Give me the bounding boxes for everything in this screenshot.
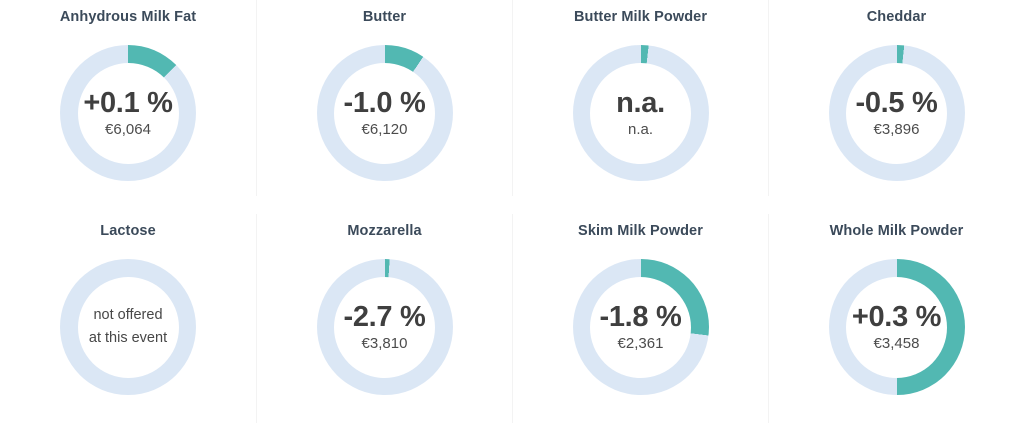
not-offered-note: not offered at this event — [89, 304, 167, 350]
donut-hole: not offered at this event — [77, 276, 179, 378]
card-title: Cheddar — [866, 9, 927, 25]
card-title: Lactose — [100, 223, 156, 239]
card-title: Butter — [362, 9, 407, 25]
price-value: €3,810 — [361, 335, 408, 353]
donut-hole: +0.3 % €3,458 — [846, 276, 947, 378]
donut-hole: -2.7 % €3,810 — [334, 276, 435, 378]
kpi-card-butter: Butter -1.0 % €6,120 — [256, 0, 512, 196]
change-value: -0.5 % — [855, 86, 938, 119]
donut-gauge: +0.1 % €6,064 — [60, 45, 196, 181]
kpi-card-anhydrous-milk-fat: Anhydrous Milk Fat +0.1 % €6,064 — [0, 0, 256, 196]
change-value: +0.3 % — [851, 300, 942, 333]
card-title: Butter Milk Powder — [573, 9, 708, 25]
card-title: Anhydrous Milk Fat — [59, 9, 197, 25]
kpi-card-whole-milk-powder: Whole Milk Powder +0.3 % €3,458 — [768, 214, 1024, 423]
price-value: €6,064 — [105, 121, 151, 139]
donut-gauge: n.a. n.a. — [572, 45, 709, 181]
donut-gauge: -0.5 % €3,896 — [828, 45, 965, 181]
donut-gauge: not offered at this event — [60, 259, 196, 395]
donut-hole: -0.5 % €3,896 — [846, 62, 947, 164]
price-value: n.a. — [627, 121, 654, 139]
donut-hole: -1.8 % €2,361 — [590, 276, 691, 378]
kpi-card-mozzarella: Mozzarella -2.7 % €3,810 — [256, 214, 512, 423]
note-line: not offered — [93, 306, 163, 323]
donut-hole: n.a. n.a. — [590, 62, 691, 164]
change-value: -1.8 % — [599, 300, 682, 333]
donut-gauge: -1.8 % €2,361 — [572, 259, 709, 395]
donut-gauge: +0.3 % €3,458 — [828, 259, 965, 395]
change-value: n.a. — [616, 86, 665, 119]
donut-hole: -1.0 % €6,120 — [334, 62, 435, 164]
card-title: Whole Milk Powder — [829, 223, 964, 239]
price-value: €6,120 — [361, 121, 408, 139]
card-title: Skim Milk Powder — [578, 223, 703, 239]
donut-gauge: -1.0 % €6,120 — [316, 45, 453, 181]
kpi-card-skim-milk-powder: Skim Milk Powder -1.8 % €2,361 — [512, 214, 768, 423]
kpi-card-butter-milk-powder: Butter Milk Powder n.a. n.a. — [512, 0, 768, 196]
donut-hole: +0.1 % €6,064 — [77, 62, 179, 164]
price-value: €3,458 — [873, 335, 920, 353]
change-value: -2.7 % — [343, 300, 426, 333]
donut-gauge: -2.7 % €3,810 — [316, 259, 453, 395]
change-value: -1.0 % — [343, 86, 426, 119]
card-title: Mozzarella — [347, 223, 422, 239]
price-value: €3,896 — [873, 121, 920, 139]
kpi-card-cheddar: Cheddar -0.5 % €3,896 — [768, 0, 1024, 196]
note-line: at this event — [88, 330, 168, 346]
change-value: +0.1 % — [83, 86, 173, 119]
kpi-card-lactose: Lactose not offered at this event — [0, 214, 256, 423]
price-value: €2,361 — [617, 335, 664, 353]
